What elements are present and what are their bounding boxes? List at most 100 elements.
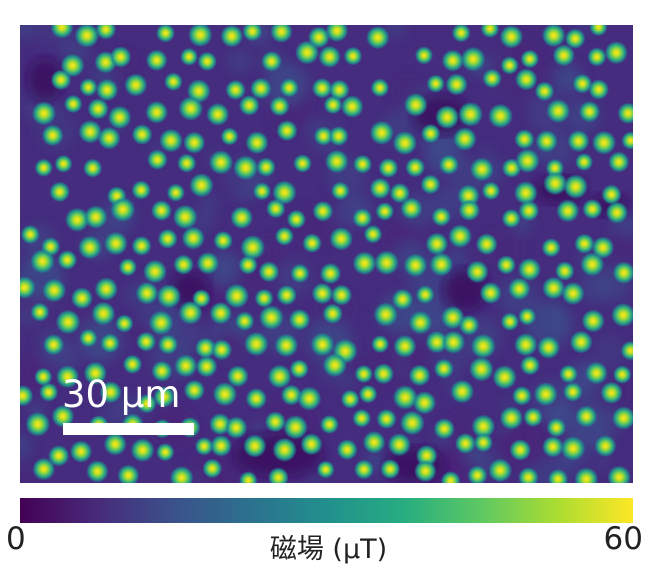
vortex-spot	[555, 261, 575, 281]
vortex-spot	[311, 282, 334, 305]
vortex-spot	[563, 174, 588, 199]
vortex-spot	[50, 25, 74, 39]
vortex-spot	[30, 249, 55, 274]
vortex-spot	[276, 285, 297, 306]
vortex-spot	[374, 250, 399, 276]
vortex-spot	[153, 386, 175, 408]
vortex-spot	[86, 460, 109, 483]
vortex-spot	[500, 56, 519, 75]
vortex-spot	[30, 302, 50, 322]
vortex-spot	[500, 312, 520, 331]
vortex-spot	[103, 432, 127, 456]
vortex-spot	[470, 157, 494, 182]
vortex-spot	[131, 180, 151, 200]
vortex-spot	[189, 173, 214, 198]
vortex-spot	[148, 310, 174, 336]
vortex-spot	[556, 199, 580, 223]
vortex-spot	[523, 407, 543, 428]
vortex-spot	[392, 385, 418, 410]
vortex-spot	[272, 180, 297, 205]
vortex-spot	[594, 435, 617, 457]
vortex-spot	[574, 233, 595, 254]
vortex-spot	[621, 131, 633, 150]
vortex-spot	[95, 25, 117, 40]
vortex-spot	[445, 73, 468, 96]
vortex-spot	[460, 46, 486, 72]
vortex-spot	[426, 74, 445, 93]
vortex-spot	[283, 415, 308, 440]
vortex-spot	[220, 25, 244, 48]
vortex-spot	[220, 127, 239, 146]
vortex-spot	[239, 471, 258, 483]
vortex-spot	[87, 98, 109, 120]
vortex-spot	[482, 68, 502, 89]
vortex-spot	[99, 381, 122, 404]
vortex-spot	[431, 207, 451, 227]
vortex-spot	[245, 131, 269, 155]
vortex-spot	[370, 78, 390, 98]
vortex-spot	[475, 233, 498, 256]
vortex-spot	[259, 305, 284, 330]
vortex-spot	[276, 120, 298, 142]
vortex-spot	[537, 336, 561, 359]
vortex-spot	[323, 95, 343, 115]
vortex-spot	[408, 310, 433, 335]
vortex-spot	[433, 358, 454, 379]
vortex-spot	[518, 200, 540, 222]
vortex-spot	[108, 105, 132, 130]
vortex-spot	[451, 25, 471, 43]
vortex-spot	[224, 283, 250, 309]
vortex-spot	[601, 184, 622, 205]
vortex-spot	[84, 205, 108, 229]
vortex-spot	[50, 69, 72, 91]
vortex-spot	[319, 262, 342, 285]
vortex-spot	[210, 435, 233, 457]
vortex-spot	[340, 95, 364, 118]
vortex-spot	[71, 287, 93, 310]
scale-bar	[63, 423, 194, 435]
vortex-spot	[373, 363, 395, 385]
vortex-spot	[441, 305, 465, 330]
vortex-spot	[280, 384, 302, 406]
vortex-spot	[137, 394, 157, 414]
vortex-spot	[575, 153, 594, 171]
vortex-spot	[115, 314, 134, 333]
vortex-spot	[481, 181, 501, 201]
vortex-spot	[322, 353, 347, 378]
vortex-spot	[441, 330, 466, 354]
vortex-spot	[336, 439, 358, 461]
vortex-spot	[393, 334, 417, 358]
vortex-spot	[358, 384, 378, 404]
vortex-spot	[258, 261, 280, 283]
vortex-spot	[412, 391, 437, 415]
vortex-spot	[369, 177, 391, 200]
vortex-spot	[110, 197, 136, 223]
vortex-spot	[95, 78, 119, 102]
vortex-spot	[520, 49, 540, 69]
vortex-spot	[403, 92, 428, 117]
vortex-spot	[240, 235, 266, 260]
vortex-spot	[604, 41, 628, 65]
vortex-spot	[209, 301, 233, 325]
vortex-spot	[408, 364, 431, 387]
vortex-spot	[469, 356, 494, 382]
vortex-spot	[563, 382, 583, 402]
vortex-spot	[518, 307, 537, 326]
vortex-spot	[414, 46, 434, 65]
vortex-spot	[534, 81, 555, 102]
vortex-spot	[362, 430, 386, 454]
vortex-spot	[560, 436, 586, 461]
vortex-spot	[559, 364, 578, 384]
vortex-spot	[311, 77, 333, 99]
vortex-spot	[55, 309, 81, 335]
vortex-spot	[567, 130, 590, 153]
vortex-spot	[289, 359, 309, 379]
vortex-spot	[180, 47, 199, 66]
vortex-spot	[546, 417, 567, 438]
vortex-spot	[512, 386, 532, 406]
vortex-spot	[104, 231, 128, 256]
vortex-spot	[331, 284, 353, 306]
vortex-spot	[43, 334, 65, 356]
vortex-spot	[325, 25, 349, 43]
vortex-spot	[581, 309, 605, 333]
